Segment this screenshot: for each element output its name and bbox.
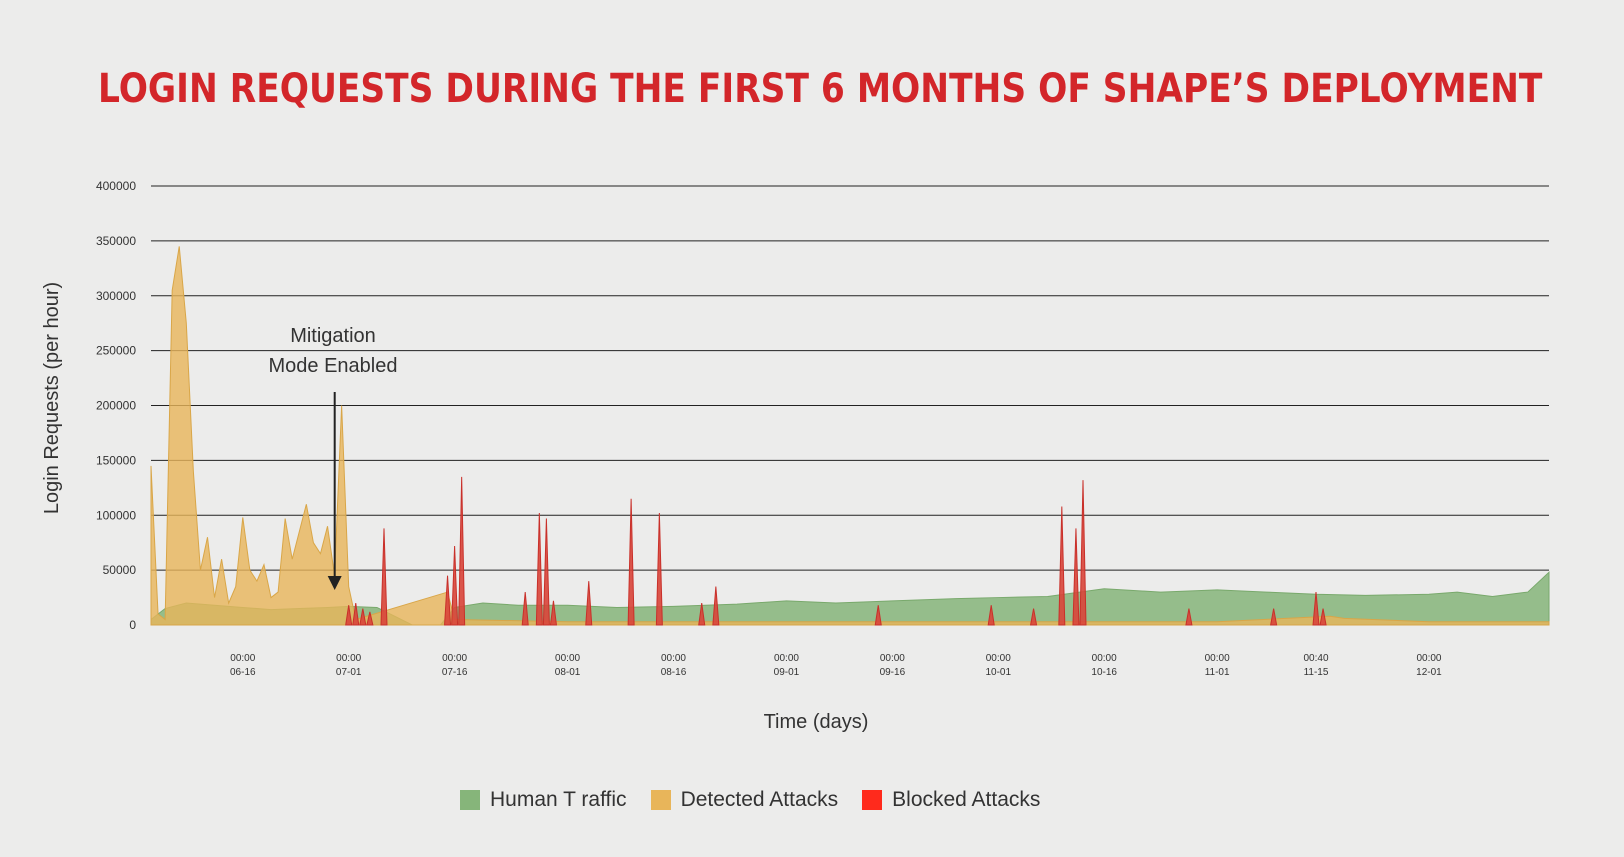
blocked-attack-spike bbox=[627, 498, 635, 626]
y-tick-label: 350000 bbox=[96, 234, 136, 248]
x-tick-date: 11-15 bbox=[1304, 667, 1329, 678]
x-tick-time: 00:00 bbox=[555, 653, 580, 664]
blocked-attack-spike bbox=[1029, 608, 1038, 626]
blocked-attack-spike bbox=[458, 476, 466, 626]
x-tick-date: 07-16 bbox=[442, 667, 468, 678]
blocked-attack-spike bbox=[712, 586, 720, 626]
x-tick-time: 00:00 bbox=[986, 653, 1011, 664]
blocked-attack-spike bbox=[1185, 608, 1193, 626]
x-tick-time: 00:00 bbox=[1416, 653, 1441, 664]
blocked-attack-spike bbox=[366, 611, 374, 626]
x-tick-date: 10-16 bbox=[1091, 667, 1117, 678]
x-tick-time: 00:00 bbox=[774, 653, 799, 664]
legend-item-detected: Detected Attacks bbox=[650, 788, 839, 812]
blocked-attack-spike bbox=[451, 545, 459, 626]
x-tick-time: 00:00 bbox=[442, 653, 467, 664]
annotation-text: Mode Enabled bbox=[269, 355, 398, 377]
y-tick-label: 250000 bbox=[96, 344, 136, 358]
x-tick-date: 10-01 bbox=[985, 667, 1011, 678]
blocked-attack-spike bbox=[655, 513, 663, 626]
blocked-attack-spike bbox=[535, 513, 543, 626]
blocked-attack-spike bbox=[444, 575, 452, 626]
x-tick-time: 00:00 bbox=[661, 653, 686, 664]
blocked-attack-spike bbox=[1058, 506, 1066, 626]
legend-item-human: Human T raffic bbox=[460, 788, 627, 812]
blocked-attack-spike bbox=[1319, 608, 1327, 626]
mitigation-annotation: Mitigation Mode Enabled bbox=[269, 325, 398, 590]
legend-swatch-detected bbox=[650, 790, 671, 810]
blocked-attack-spike bbox=[1079, 480, 1087, 626]
legend-swatch-human bbox=[460, 790, 480, 810]
human-traffic-area bbox=[150, 571, 1550, 626]
series-layer bbox=[150, 246, 1550, 626]
y-tick-label: 100000 bbox=[96, 508, 136, 522]
blocked-attack-spike bbox=[987, 605, 995, 626]
x-tick-time: 00:00 bbox=[1092, 653, 1117, 664]
annotation-arrow-head bbox=[327, 576, 342, 590]
blocked-attack-spike bbox=[352, 602, 360, 626]
x-tick-date: 09-16 bbox=[880, 667, 906, 678]
y-axis-ticks: 0 50000 100000 150000 200000 250000 300000 3500… bbox=[96, 179, 136, 632]
blocked-attack-spike bbox=[521, 592, 529, 626]
y-tick-label: 400000 bbox=[96, 179, 136, 193]
legend-label-human: Human T raffic bbox=[490, 788, 627, 811]
y-tick-label: 0 bbox=[129, 618, 136, 632]
x-tick-date: 12-01 bbox=[1416, 667, 1442, 678]
blocked-attack-spike bbox=[549, 600, 558, 626]
blocked-attack-spike bbox=[359, 608, 367, 626]
grid-lines bbox=[151, 185, 1549, 626]
legend-label-blocked: Blocked Attacks bbox=[892, 788, 1041, 811]
y-tick-label: 300000 bbox=[96, 289, 136, 303]
x-axis-label: Time (days) bbox=[764, 711, 869, 733]
blocked-attack-spike bbox=[1072, 528, 1080, 626]
y-tick-label: 150000 bbox=[96, 453, 136, 467]
x-tick-date: 06-16 bbox=[230, 667, 256, 678]
detected-attacks-area bbox=[150, 246, 1550, 626]
x-tick-time: 00:00 bbox=[230, 653, 255, 664]
y-axis-label: Login Requests (per hour) bbox=[41, 282, 63, 514]
legend-label-detected: Detected Attacks bbox=[680, 788, 839, 811]
blocked-attack-spike bbox=[585, 581, 593, 626]
x-axis-ticks: 00:00 06-16 00:00 07-01 00:00 07-16 00:00 08-01… bbox=[230, 653, 1442, 678]
y-tick-label: 200000 bbox=[96, 399, 136, 413]
blocked-attack-spike bbox=[542, 518, 550, 626]
x-tick-time: 00:00 bbox=[336, 653, 361, 664]
x-tick-date: 09-01 bbox=[774, 667, 800, 678]
legend-item-blocked: Blocked Attacks bbox=[862, 788, 1040, 812]
blocked-attack-spike bbox=[1312, 592, 1320, 626]
legend: Human T raffic Detected Attacks Blocked … bbox=[460, 788, 1064, 812]
blocked-attack-spike bbox=[1270, 608, 1278, 626]
blocked-attack-spike bbox=[874, 605, 882, 626]
x-tick-date: 08-16 bbox=[661, 667, 687, 678]
x-tick-date: 07-01 bbox=[336, 667, 362, 678]
x-tick-date: 08-01 bbox=[555, 667, 581, 678]
chart-title: LOGIN REQUESTS DURING THE FIRST 6 MONTHS… bbox=[98, 66, 1543, 112]
blocked-attack-spike bbox=[345, 605, 353, 626]
x-tick-time: 00:00 bbox=[880, 653, 905, 664]
y-tick-label: 50000 bbox=[103, 563, 137, 577]
blocked-attack-spike bbox=[698, 602, 706, 626]
annotation-text: Mitigation bbox=[290, 325, 376, 347]
x-tick-date: 11-01 bbox=[1205, 667, 1230, 678]
x-tick-time: 00:00 bbox=[1205, 653, 1230, 664]
blocked-attack-spike bbox=[380, 528, 388, 626]
legend-swatch-blocked bbox=[862, 790, 883, 810]
x-tick-time: 00:40 bbox=[1303, 653, 1328, 664]
